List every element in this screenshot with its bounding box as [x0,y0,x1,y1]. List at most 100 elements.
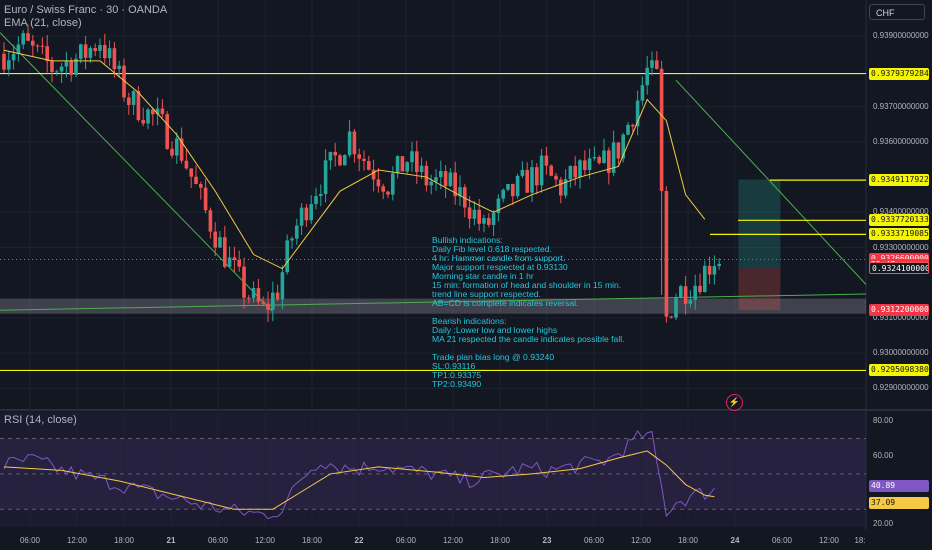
ema-legend: EMA (21, close) [4,17,82,29]
candle [266,303,270,310]
candle [16,44,21,54]
lightning-icon[interactable]: ⚡ [726,394,743,411]
annotation-line: trend line support respected. [432,289,541,299]
candle [616,142,621,159]
candle [127,97,131,105]
candle [31,40,35,46]
price-tick: 0.93700000000 [873,101,929,111]
time-tick: 18:00 [301,536,323,545]
candle [602,150,606,164]
candle [544,155,549,166]
rsi-tick: 20.00 [873,519,894,528]
candle [487,218,491,225]
candle [314,196,318,205]
candle [472,209,477,219]
price-tick: 0.93400000000 [873,207,929,217]
candle [309,204,313,221]
candle [511,183,515,197]
candle [165,114,169,149]
currency-selector[interactable]: CHF [869,4,925,20]
candle [151,109,155,115]
candle [146,109,150,124]
candle [650,60,654,68]
price-tag: 0.93241000000 [869,262,929,275]
price-tag: 0.93793792847 [869,67,929,80]
candle [40,45,45,47]
annotation-line: TP2:0.93490 [432,379,482,389]
candle [141,120,145,124]
candle [131,91,136,105]
annotation-line: SL:0.93116 [432,361,476,371]
price-tick: 0.92900000000 [873,383,929,393]
candle [463,187,467,208]
candle [578,160,582,178]
price-tag: 0.93122000000 [869,304,929,317]
price-tick: 0.93900000000 [873,31,929,41]
candle [213,231,217,248]
ema-21-line [3,49,706,270]
candle [295,225,299,239]
candle [275,292,280,300]
candle [568,165,573,180]
candle [419,165,424,173]
candle [21,33,25,45]
time-tick: 12:00 [442,536,464,545]
candle [122,65,126,98]
annotation-line: 4 hr: Hammer candle from support. [432,253,566,263]
candle [35,45,40,47]
candle [679,286,683,298]
time-tick: 06:00 [207,536,229,545]
annotation-line: Morning star candle in 1 hr [432,271,534,281]
trendline-down-right [675,79,867,285]
candle [674,297,678,318]
candle [160,108,165,115]
candle [559,179,563,196]
candle [103,45,107,59]
annotation-line: Daily Fib level 0.618 respected. [432,244,552,254]
candle [405,162,409,172]
candle [659,68,664,192]
candle [434,177,438,182]
candle [439,171,443,178]
candle [448,172,453,187]
candle [261,301,265,304]
candle [247,297,251,299]
candle [237,260,241,267]
candle [208,210,213,232]
candle [7,60,11,70]
price-tick: 0.93300000000 [873,242,929,252]
candle [386,191,390,195]
candle [640,85,645,101]
candle [443,171,448,187]
candle [587,158,592,170]
rsi-panel-bg [0,412,866,527]
candle [400,156,405,172]
candle [218,237,222,248]
annotation-line: Major support respected at 0.93130 [432,262,568,272]
trade-annotation[interactable]: Bullish indications: Daily Fib level 0.61… [432,236,625,389]
candle [491,212,496,225]
candle [458,187,462,197]
time-tick: 18:00 [677,536,699,545]
rsi-legend: RSI (14, close) [4,414,77,426]
candle [520,169,525,176]
candle [554,175,558,180]
candle [74,58,78,75]
rsi-line [3,429,715,520]
candle [59,66,64,72]
long-target-zone [738,179,781,269]
rsi-tick: 60.00 [873,451,894,461]
candle [573,165,577,178]
rsi-tick: 80.00 [873,415,894,425]
time-tick: 23 [542,536,552,545]
candle [501,189,505,199]
candle [107,48,112,59]
candle [179,138,184,161]
time-tick: 12:00 [254,536,276,545]
candle [304,207,309,221]
candle [98,45,102,51]
candle [251,288,256,299]
time-tick: 06:00 [395,536,417,545]
candle [703,265,707,293]
